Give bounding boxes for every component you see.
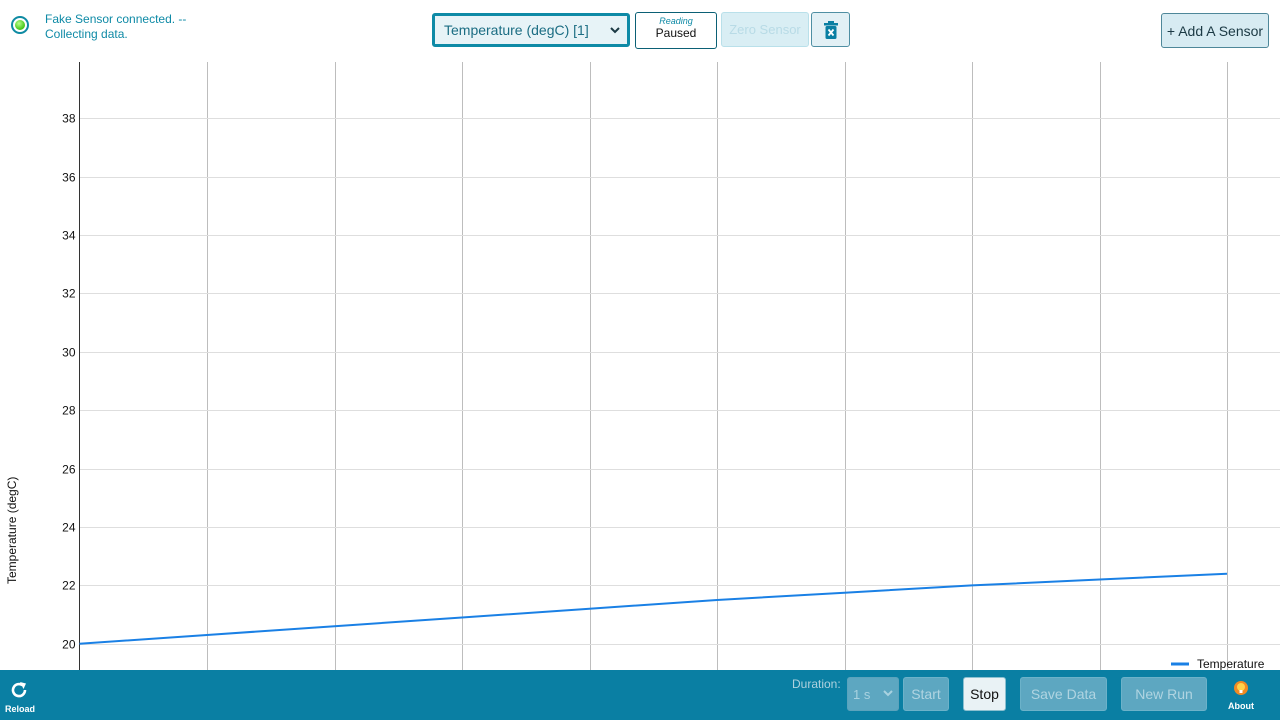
y-tick-label: 34 (62, 229, 76, 243)
y-tick-label: 38 (62, 112, 76, 126)
y-tick-label: 20 (62, 638, 76, 652)
reload-button[interactable]: Reload (5, 680, 36, 714)
x-gridlines (207, 62, 1228, 670)
reading-value: Paused (655, 26, 697, 40)
status-indicator-icon (11, 16, 29, 34)
trash-icon (823, 20, 838, 39)
y-tick-label: 28 (62, 404, 76, 418)
duration-value: 1 s (853, 686, 871, 702)
y-tick-label: 22 (62, 579, 76, 593)
y-tick-label: 36 (62, 171, 76, 185)
y-tick-label: 24 (62, 521, 76, 535)
series-line-temperature (79, 572, 1228, 645)
save-data-button[interactable]: Save Data (1020, 677, 1107, 711)
y-tick-label: 32 (62, 287, 76, 301)
status-text: Fake Sensor connected. -- Collecting dat… (45, 12, 187, 41)
y-tick-label: 30 (62, 346, 76, 360)
about-label: About (1228, 701, 1254, 711)
reload-icon (11, 682, 27, 698)
start-button[interactable]: Start (903, 677, 949, 711)
add-sensor-button[interactable]: + Add A Sensor (1161, 13, 1269, 48)
stop-button[interactable]: Stop (963, 677, 1006, 711)
y-tick-label: 26 (62, 463, 76, 477)
chevron-down-icon (883, 690, 893, 697)
sensor-select[interactable]: Temperature (degC) [1] (432, 13, 630, 47)
bottom-toolbar: Reload Duration: 1 s Start Stop Save Dat… (0, 670, 1280, 720)
series-layer (79, 572, 1228, 645)
legend: Temperature (1171, 657, 1265, 670)
zero-sensor-button[interactable]: Zero Sensor (721, 12, 809, 47)
duration-label: Duration: (792, 677, 841, 691)
about-button[interactable]: About (1227, 680, 1255, 711)
y-axis-label: Temperature (degC) (5, 477, 19, 584)
legend-label: Temperature (1197, 657, 1265, 670)
delete-sensor-button[interactable] (811, 12, 850, 47)
reload-label: Reload (5, 704, 36, 714)
y-gridlines (79, 118, 1280, 645)
chevron-down-icon (610, 27, 620, 34)
reading-display: Reading Paused (635, 12, 717, 49)
y-tick-labels: 20 22 24 26 28 30 32 34 36 38 (62, 112, 76, 652)
new-run-button[interactable]: New Run (1121, 677, 1207, 711)
reading-label: Reading (659, 16, 693, 26)
info-icon (1234, 681, 1248, 695)
connection-status: Fake Sensor connected. -- Collecting dat… (11, 12, 205, 42)
sensor-select-value: Temperature (degC) [1] (444, 22, 589, 38)
duration-select[interactable]: 1 s (847, 677, 899, 711)
